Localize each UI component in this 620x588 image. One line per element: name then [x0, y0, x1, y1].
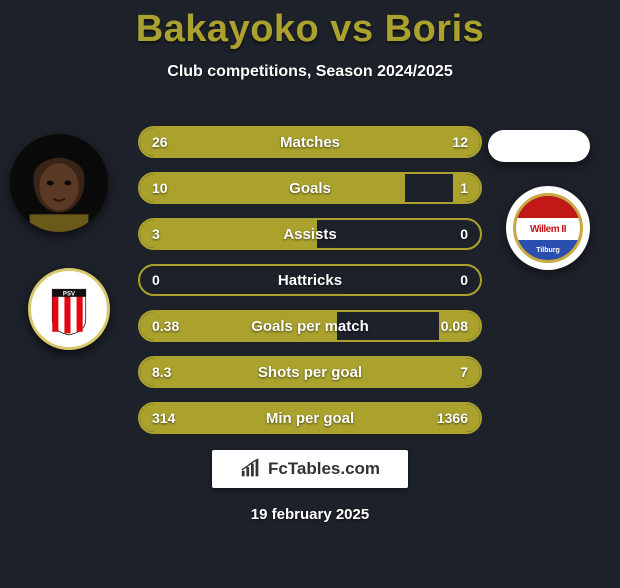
- club-left-badge: PSV: [28, 268, 110, 350]
- stat-row: 8.37Shots per goal: [138, 356, 482, 388]
- stat-label: Hattricks: [140, 266, 480, 294]
- footer-brand-text: FcTables.com: [268, 459, 380, 479]
- stat-row: 30Assists: [138, 218, 482, 250]
- stat-row: 0.380.08Goals per match: [138, 310, 482, 342]
- club-right-badge: Willem II Tilburg: [506, 186, 590, 270]
- player-right-avatar: [488, 130, 590, 162]
- chart-icon: [240, 458, 262, 480]
- shield-icon: Willem II Tilburg: [513, 193, 583, 263]
- stat-label: Goals: [140, 174, 480, 202]
- svg-text:PSV: PSV: [63, 290, 76, 297]
- face-icon: [10, 134, 108, 232]
- subtitle: Club competitions, Season 2024/2025: [0, 63, 620, 81]
- player-left-avatar: [10, 134, 108, 232]
- stat-row: 00Hattricks: [138, 264, 482, 296]
- stat-label: Shots per goal: [140, 358, 480, 386]
- stat-label: Assists: [140, 220, 480, 248]
- page-title: Bakayoko vs Boris: [0, 8, 620, 51]
- club-right-sublabel: Tilburg: [516, 247, 580, 254]
- date-label: 19 february 2025: [0, 506, 620, 523]
- stat-row: 101Goals: [138, 172, 482, 204]
- stat-label: Min per goal: [140, 404, 480, 432]
- club-right-label: Willem II: [516, 218, 580, 240]
- stat-row: 3141366Min per goal: [138, 402, 482, 434]
- stat-label: Matches: [140, 128, 480, 156]
- stat-row: 2612Matches: [138, 126, 482, 158]
- stat-label: Goals per match: [140, 312, 480, 340]
- shield-icon: PSV: [31, 271, 107, 347]
- stats-container: 2612Matches 101Goals 30Assists 00Hattricks 0…: [138, 126, 482, 448]
- footer-brand[interactable]: FcTables.com: [212, 450, 408, 488]
